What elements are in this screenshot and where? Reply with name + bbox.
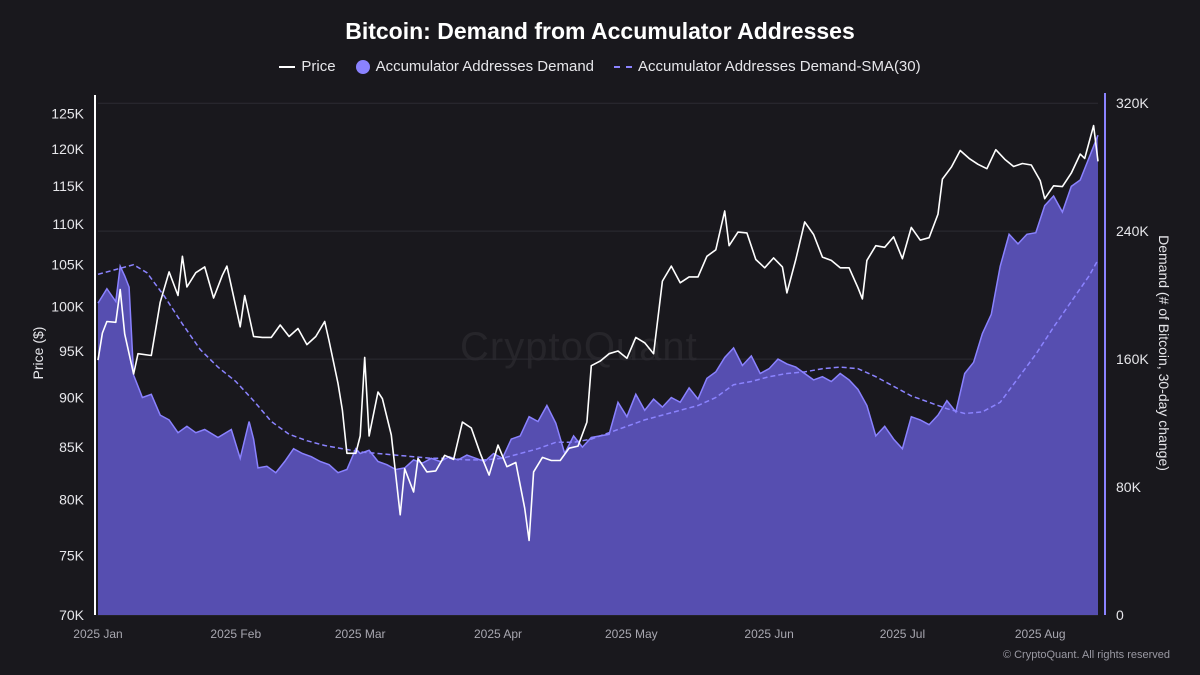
y-left-tick-label: 105K bbox=[51, 256, 84, 272]
legend: Price Accumulator Addresses Demand Accum… bbox=[0, 58, 1200, 75]
sma-line-layer bbox=[97, 259, 1099, 461]
y-right-tick-label: 160K bbox=[1116, 351, 1149, 367]
x-tick-label: 2025 Feb bbox=[210, 627, 261, 641]
y-right-tick-label: 320K bbox=[1116, 95, 1149, 111]
legend-item-price[interactable]: Price bbox=[279, 58, 336, 75]
x-tick-label: 2025 May bbox=[605, 627, 658, 641]
y-left-tick-label: 85K bbox=[59, 439, 85, 455]
legend-label-sma: Accumulator Addresses Demand-SMA(30) bbox=[638, 58, 921, 75]
y-axis-right-title: Demand (# of Bitcoin, 30-day change) bbox=[1156, 235, 1172, 471]
x-tick-label: 2025 Apr bbox=[474, 627, 522, 641]
legend-item-sma[interactable]: Accumulator Addresses Demand-SMA(30) bbox=[614, 58, 921, 75]
legend-label-price: Price bbox=[301, 58, 336, 75]
chart-title: Bitcoin: Demand from Accumulator Address… bbox=[345, 18, 855, 44]
sma-line bbox=[97, 259, 1099, 461]
y-right-tick-label: 240K bbox=[1116, 223, 1149, 239]
price-line-layer bbox=[97, 124, 1099, 542]
x-tick-label: 2025 Jan bbox=[73, 627, 122, 641]
y-right-tick-label: 80K bbox=[1116, 479, 1142, 495]
watermark: CryptoQuant bbox=[460, 325, 698, 369]
y-left-tick-label: 125K bbox=[51, 106, 84, 122]
y-right-tick-label: 0 bbox=[1116, 607, 1124, 623]
axis-layer: 125K 120K 115K 110K 105K 100K 95K 90K 85K 80K 75K 7… bbox=[51, 93, 1149, 641]
y-left-tick-label: 75K bbox=[59, 547, 85, 563]
y-left-tick-label: 120K bbox=[51, 141, 84, 157]
y-left-tick-label: 70K bbox=[59, 607, 85, 623]
y-left-tick-label: 110K bbox=[52, 216, 84, 232]
demand-area bbox=[98, 135, 1098, 615]
y-left-tick-label: 80K bbox=[59, 492, 85, 508]
x-tick-label: 2025 Jul bbox=[880, 627, 925, 641]
y-left-tick-label: 90K bbox=[59, 390, 85, 406]
y-left-tick-label: 100K bbox=[51, 299, 84, 315]
copyright-notice: © CryptoQuant. All rights reserved bbox=[1002, 649, 1170, 661]
legend-label-demand: Accumulator Addresses Demand bbox=[375, 58, 594, 75]
x-tick-label: 2025 Aug bbox=[1015, 627, 1066, 641]
demand-line bbox=[97, 134, 1099, 474]
price-line-swatch bbox=[279, 65, 296, 68]
demand-dot-swatch bbox=[355, 59, 370, 74]
x-tick-label: 2025 Jun bbox=[744, 627, 793, 641]
y-left-tick-label: 95K bbox=[59, 343, 85, 359]
x-tick-label: 2025 Mar bbox=[335, 627, 386, 641]
sma-dash-swatch bbox=[614, 65, 632, 68]
demand-area-layer bbox=[97, 134, 1099, 615]
y-left-tick-label: 115K bbox=[52, 178, 84, 194]
y-axis-left-title: Price ($) bbox=[30, 326, 46, 380]
price-line bbox=[97, 124, 1099, 542]
legend-item-demand[interactable]: Accumulator Addresses Demand bbox=[355, 58, 594, 75]
